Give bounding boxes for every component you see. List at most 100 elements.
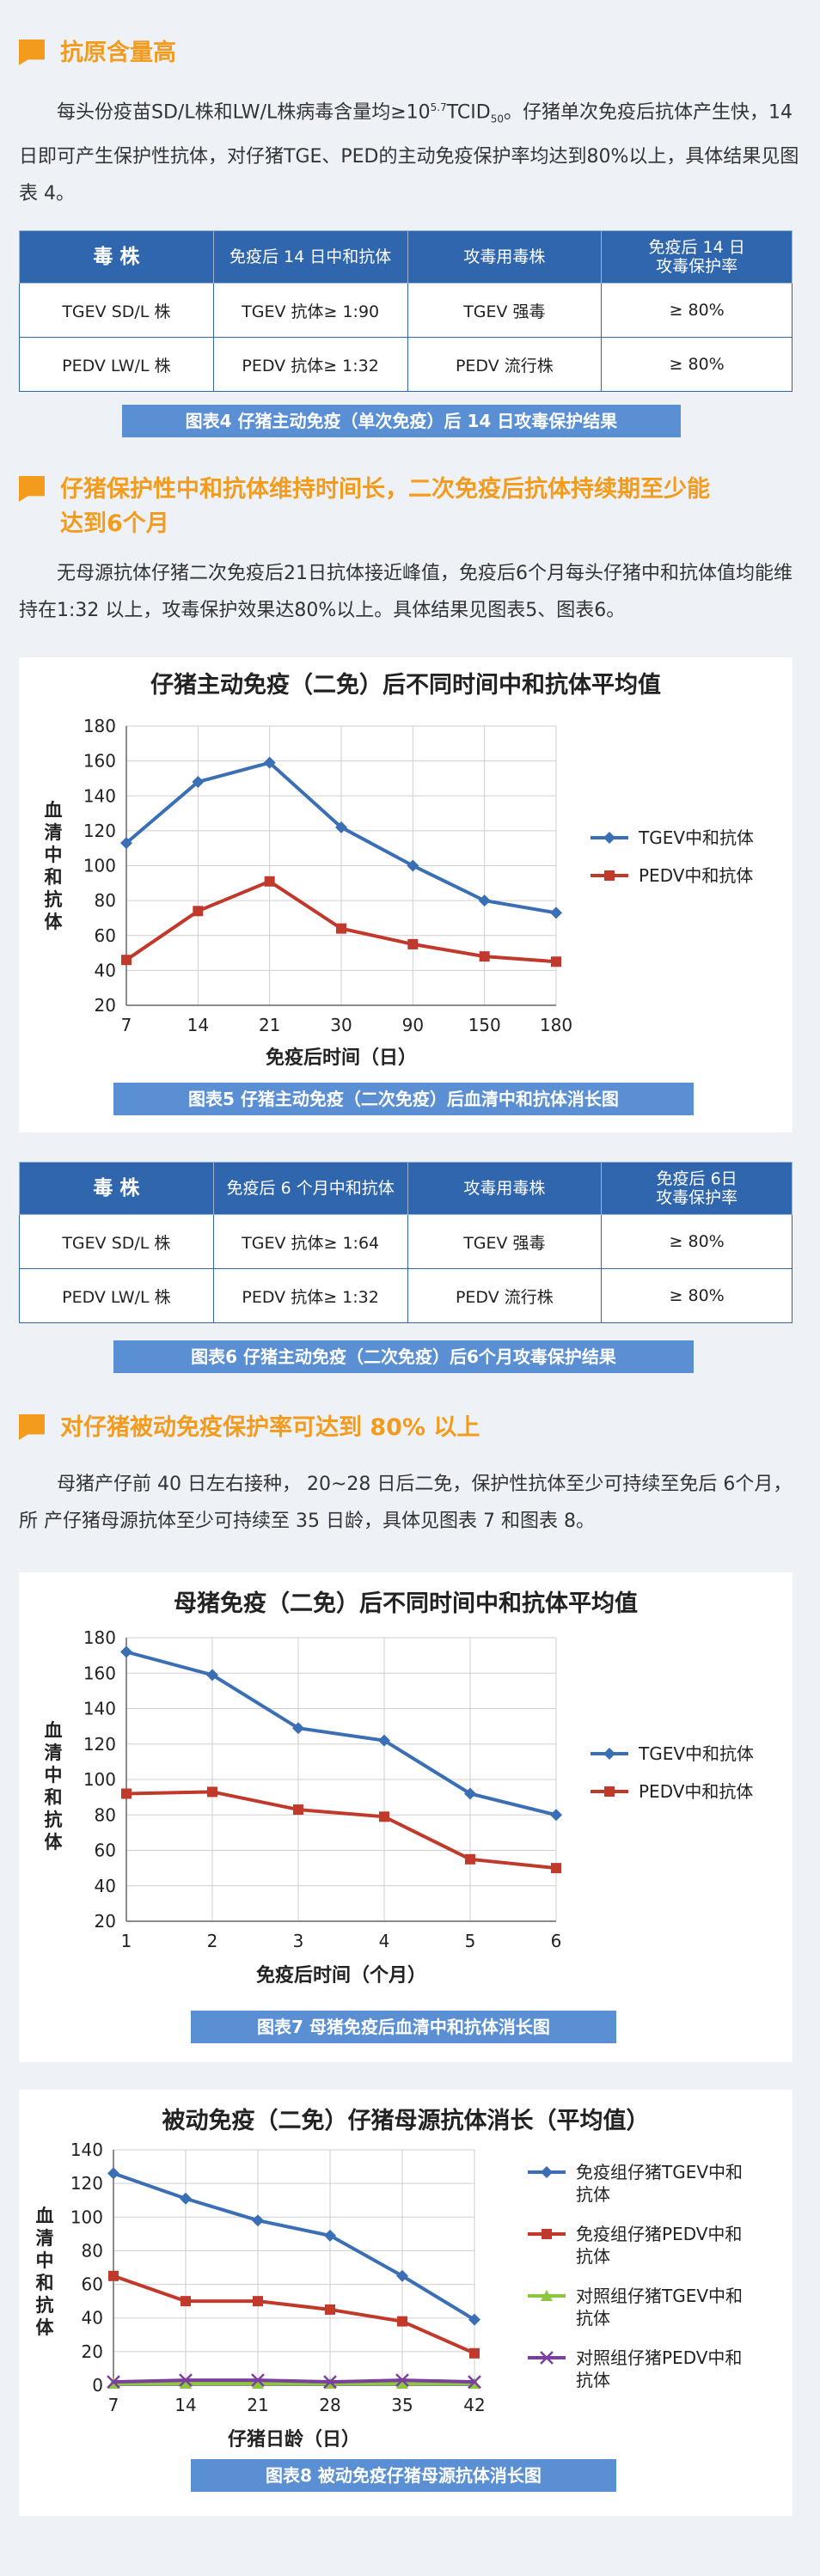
table-cell: ≥ 80% bbox=[601, 283, 792, 338]
x-tick-label: 180 bbox=[540, 1015, 572, 1035]
data-point bbox=[550, 1809, 562, 1822]
y-tick-label: 80 bbox=[82, 2240, 103, 2261]
data-point bbox=[396, 2269, 408, 2282]
data-point bbox=[379, 1811, 389, 1822]
y-axis-label-char: 和 bbox=[45, 1787, 63, 1808]
chart-5: 20 40 60 80 100 120 140 160 180 7 14 21 30 90 150 180 免疫… bbox=[45, 716, 755, 1069]
data-point bbox=[469, 2347, 480, 2359]
x-tick-label: 90 bbox=[402, 1015, 424, 1035]
x-tick-label: 14 bbox=[187, 1015, 209, 1035]
series-0 bbox=[120, 1645, 562, 1822]
data-point bbox=[107, 2375, 120, 2389]
data-point bbox=[121, 955, 132, 966]
legend-label: 抗体 bbox=[576, 2370, 610, 2390]
data-point bbox=[180, 2378, 192, 2390]
table-cell: TGEV SD/L 株 bbox=[19, 1214, 214, 1269]
data-point bbox=[324, 2229, 336, 2242]
duration-paragraph: 无母源抗体仔猪二次免疫后21日抗体接近峰值，免疫后6个月每头仔猪中和抗体值均能维… bbox=[19, 563, 792, 621]
legend: TGEV中和抗体 PEDV中和抗体 bbox=[591, 1743, 754, 1802]
y-axis-label-char: 体 bbox=[36, 2317, 55, 2338]
x-axis-label: 免疫后时间（日） bbox=[266, 1047, 417, 1069]
data-point-stroke bbox=[251, 2373, 265, 2388]
chart-card-8: 被动免疫（二免）仔猪母源抗体消长（平均值） 0 20 40 60 80 100 120 140… bbox=[19, 2090, 792, 2516]
y-tick-label: 40 bbox=[95, 960, 116, 980]
table-cell: PEDV 抗体≥ 1:32 bbox=[212, 1268, 408, 1323]
y-tick-label: 120 bbox=[83, 821, 116, 841]
y-tick-label: 100 bbox=[70, 2207, 103, 2227]
y-tick-label: 60 bbox=[82, 2274, 103, 2295]
data-point bbox=[264, 876, 275, 887]
table-header: 免疫后 6日 攻毒保护率 bbox=[601, 1162, 792, 1215]
y-axis-label-char: 血 bbox=[36, 2206, 54, 2226]
x-tick-label: 7 bbox=[121, 1015, 132, 1035]
series-line bbox=[113, 2378, 475, 2384]
data-point bbox=[336, 923, 346, 934]
y-axis-label-char: 清 bbox=[45, 822, 63, 843]
y-axis-label-char: 中 bbox=[45, 1765, 63, 1785]
y-tick-label: 100 bbox=[83, 856, 116, 876]
legend-item: TGEV中和抗体 bbox=[591, 1743, 754, 1764]
legend-item: PEDV中和抗体 bbox=[591, 865, 753, 886]
legend: 免疫组仔猪TGEV中和抗体免疫组仔猪PEDV中和抗体对照组仔猪TGEV中和抗体对… bbox=[528, 2162, 743, 2390]
data-point bbox=[192, 776, 205, 788]
y-tick-label: 0 bbox=[92, 2375, 103, 2396]
table-row: PEDV LW/L 株 PEDV 抗体≥ 1:32 PEDV 流行株 ≥ 80% bbox=[19, 1268, 792, 1323]
legend-item: PEDV中和抗体 bbox=[591, 1781, 753, 1802]
section-title-line: 仔猪保护性中和抗体维持时间长，二次免疫后抗体持续期至少能 bbox=[60, 476, 710, 503]
data-point bbox=[107, 2167, 119, 2180]
data-point bbox=[181, 2296, 191, 2307]
legend-label: 抗体 bbox=[576, 2246, 610, 2267]
y-axis-label: 血清中和抗体 bbox=[45, 800, 64, 932]
x-tick-label: 21 bbox=[259, 1015, 280, 1035]
data-point bbox=[603, 832, 615, 844]
data-point bbox=[293, 1804, 303, 1816]
y-tick-label: 20 bbox=[95, 1911, 116, 1932]
y-tick-label: 20 bbox=[82, 2341, 103, 2362]
table-cell: TGEV 强毒 bbox=[407, 283, 603, 338]
legend-label: 抗体 bbox=[576, 2184, 610, 2205]
data-point bbox=[478, 894, 491, 907]
table-header: 攻毒用毒株 bbox=[407, 230, 603, 284]
legend-item: TGEV中和抗体 bbox=[591, 827, 754, 848]
series-1 bbox=[121, 876, 561, 968]
data-point bbox=[335, 821, 347, 833]
bookmark-icon bbox=[19, 476, 45, 502]
y-tick-label: 40 bbox=[95, 1876, 116, 1896]
y-tick-label: 80 bbox=[95, 890, 116, 911]
table-header: 免疫后 14 日 攻毒保护率 bbox=[601, 230, 792, 284]
y-tick-label: 160 bbox=[83, 751, 116, 772]
table-cell: PEDV LW/L 株 bbox=[19, 337, 214, 392]
data-point bbox=[604, 1786, 615, 1797]
legend-label: TGEV中和抗体 bbox=[638, 1743, 754, 1764]
caption-8: 图表8 被动免疫仔猪母源抗体消长图 bbox=[191, 2459, 616, 2492]
y-tick-label: 180 bbox=[83, 1627, 116, 1648]
data-point bbox=[263, 756, 276, 769]
series-3 bbox=[107, 2373, 481, 2389]
y-axis-label: 血清中和抗体 bbox=[36, 2206, 55, 2338]
data-point bbox=[395, 2373, 409, 2388]
data-point bbox=[550, 906, 562, 919]
data-point-stroke bbox=[107, 2375, 120, 2389]
x-tick-label: 42 bbox=[463, 2395, 485, 2415]
y-axis-label-char: 体 bbox=[45, 912, 64, 932]
data-point bbox=[121, 1788, 132, 1799]
data-point bbox=[193, 906, 204, 917]
y-tick-label: 40 bbox=[82, 2308, 103, 2329]
data-point bbox=[542, 2229, 552, 2239]
data-point bbox=[325, 2304, 335, 2315]
data-point bbox=[464, 1787, 476, 1800]
data-point-stroke bbox=[468, 2375, 481, 2389]
table-row: TGEV SD/L 株 TGEV 抗体≥ 1:90 TGEV 强毒 ≥ 80% bbox=[19, 283, 792, 338]
series-line bbox=[125, 1650, 557, 1817]
table-4: 毒 株 免疫后 14 日中和抗体 攻毒用毒株 免疫后 14 日 攻毒保护率 TG… bbox=[19, 230, 792, 392]
series-0 bbox=[120, 756, 562, 919]
data-point bbox=[180, 2192, 192, 2205]
y-axis-label-char: 和 bbox=[36, 2273, 54, 2293]
x-tick-label: 7 bbox=[108, 2395, 119, 2415]
x-tick-label: 1 bbox=[121, 1931, 132, 1951]
bookmark-icon bbox=[19, 40, 45, 65]
data-point bbox=[541, 2290, 553, 2301]
chart-7: 20 40 60 80 100 120 140 160 180 1 2 3 4 5 6 免疫后时间（个月） 血清… bbox=[45, 1627, 755, 1987]
